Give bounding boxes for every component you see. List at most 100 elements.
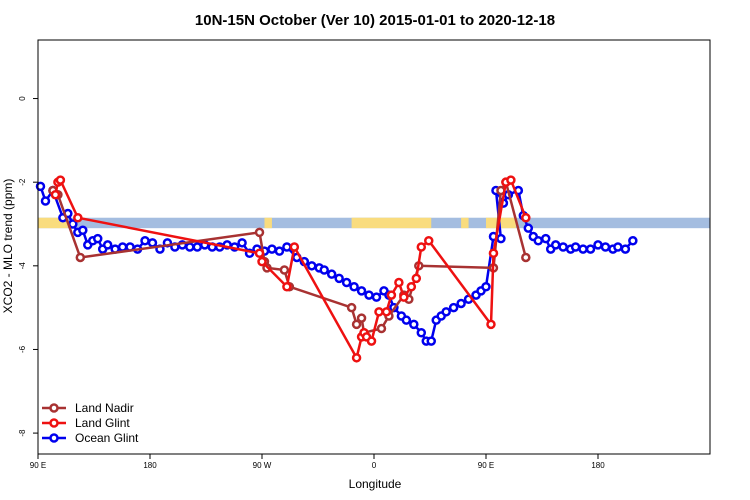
data-point [456,298,466,309]
data-point [237,238,247,248]
data-point [75,252,86,263]
data-point [267,244,277,254]
legend-marker [49,403,59,413]
data-point [406,281,417,292]
data-point [448,302,459,313]
data-point [585,244,596,254]
series-line [54,178,527,362]
data-point [319,265,329,275]
data-point [441,307,451,317]
series-layer [35,175,638,363]
data-point [35,181,46,192]
legend-label: Land Nadir [75,401,134,415]
data-point [185,242,195,252]
data-point [521,252,531,263]
data-point [620,244,631,254]
land-band-segment [461,217,469,229]
legend-item: Land Glint [42,416,130,430]
data-point [488,248,499,259]
data-point [376,323,387,334]
series-land-nadir [48,177,531,338]
legend-item: Land Nadir [42,401,134,415]
chart-title: 10N-15N October (Ver 10) 2015-01-01 to 2… [195,12,555,29]
data-point [506,175,516,185]
data-point [40,196,51,206]
y-tick-label: -8 [18,429,27,437]
data-point [289,242,300,252]
data-point [50,189,61,200]
data-point [282,242,292,252]
data-point [481,281,491,292]
land-band-segment [38,217,68,229]
data-point [416,327,427,338]
y-tick-label: -6 [18,345,27,353]
series-line [39,185,634,343]
land-band-segment [264,217,272,229]
data-point [533,235,544,246]
land-band-segment [486,217,516,229]
data-point [578,244,588,254]
land-ocean-band [38,217,710,229]
data-point [496,233,506,244]
data-point [364,290,374,300]
data-point [117,242,128,252]
data-point [334,273,344,284]
data-point [140,235,150,246]
data-point [550,240,561,250]
data-point [282,281,292,292]
data-point [399,292,409,302]
data-point [401,315,412,325]
data-point [593,240,603,250]
x-axis-label: Longitude [349,477,402,491]
legend-item: Ocean Glint [42,431,139,445]
data-point [147,238,158,248]
data-point [356,313,367,323]
plot-frame [37,39,711,455]
data-point [351,353,362,363]
data-point [366,336,377,346]
data-point [600,242,611,252]
data-point [386,290,397,300]
data-point [92,233,103,244]
data-point [540,233,551,244]
y-tick-label: -4 [18,262,27,270]
data-point [416,242,427,252]
data-point [78,225,88,236]
data-point [307,261,317,271]
data-point [326,269,337,279]
y-tick-label: 0 [18,96,27,101]
data-point [521,212,531,223]
x-tick-label: 0 [372,461,377,470]
data-point [102,240,113,250]
data-point [55,175,66,185]
data-point [426,336,436,346]
data-point [274,246,285,256]
data-point [424,235,434,246]
data-point [254,248,265,259]
x-tick-label: 180 [143,461,157,470]
data-point [349,281,359,292]
data-point [381,307,392,317]
y-tick-label: -2 [18,178,27,186]
x-tick-label: 90 E [30,461,46,470]
x-tick-label: 90 W [253,461,272,470]
data-point [411,273,422,284]
data-point [570,242,581,252]
legend-label: Land Glint [75,416,130,430]
data-point [351,319,362,330]
data-point [371,292,382,302]
data-point [73,212,83,223]
series-land-glint [50,175,531,363]
land-band-segment [351,217,432,229]
data-point [613,242,623,252]
data-point [558,242,568,252]
legend-marker [49,433,59,443]
data-point [374,307,384,317]
data-point [356,286,367,296]
data-point [628,235,638,246]
data-point [409,319,419,330]
data-point [257,256,267,267]
y-axis-label: XCO2 - MLO trend (ppm) [1,179,15,314]
